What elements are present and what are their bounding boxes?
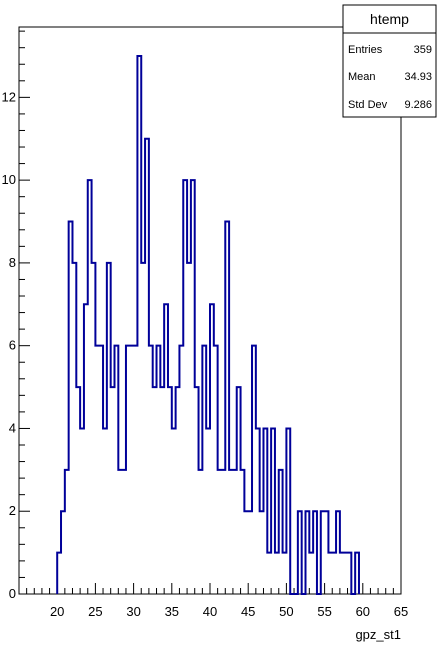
y-tick-label: 12: [2, 89, 16, 104]
x-axis: 20 25 30 35 40 45 50 55 60 65: [18, 583, 408, 619]
stats-entries-value: 359: [414, 44, 432, 56]
y-tick-label: 4: [9, 420, 16, 435]
stats-stddev-label: Std Dev: [348, 99, 388, 111]
x-axis-label: gpz_st1: [355, 627, 401, 642]
x-tick-label: 65: [394, 604, 408, 619]
x-tick-label: 20: [50, 604, 64, 619]
x-tick-label: 40: [203, 604, 217, 619]
y-tick-label: 10: [2, 172, 16, 187]
stats-box: htemp Entries 359 Mean 34.93 Std Dev 9.2…: [342, 4, 437, 118]
histogram-series-line: [56, 54, 360, 595]
x-tick-label: 25: [88, 604, 102, 619]
x-tick-label: 60: [356, 604, 370, 619]
y-tick-label: 2: [9, 503, 16, 518]
stats-stddev-value: 9.286: [404, 99, 432, 111]
y-axis: 0 2 4 6 8 10 12: [2, 30, 30, 601]
y-tick-label: 6: [9, 338, 16, 353]
stats-mean-value: 34.93: [404, 71, 432, 83]
x-tick-label: 30: [126, 604, 140, 619]
stats-box-frame: [342, 4, 437, 118]
x-tick-label: 55: [317, 604, 331, 619]
stats-mean-label: Mean: [348, 71, 376, 83]
stats-title: htemp: [370, 11, 409, 27]
stats-entries-label: Entries: [348, 44, 383, 56]
x-tick-label: 45: [241, 604, 255, 619]
x-tick-label: 50: [279, 604, 293, 619]
x-tick-label: 35: [165, 604, 179, 619]
y-tick-label: 8: [9, 255, 16, 270]
y-tick-label: 0: [9, 586, 16, 601]
